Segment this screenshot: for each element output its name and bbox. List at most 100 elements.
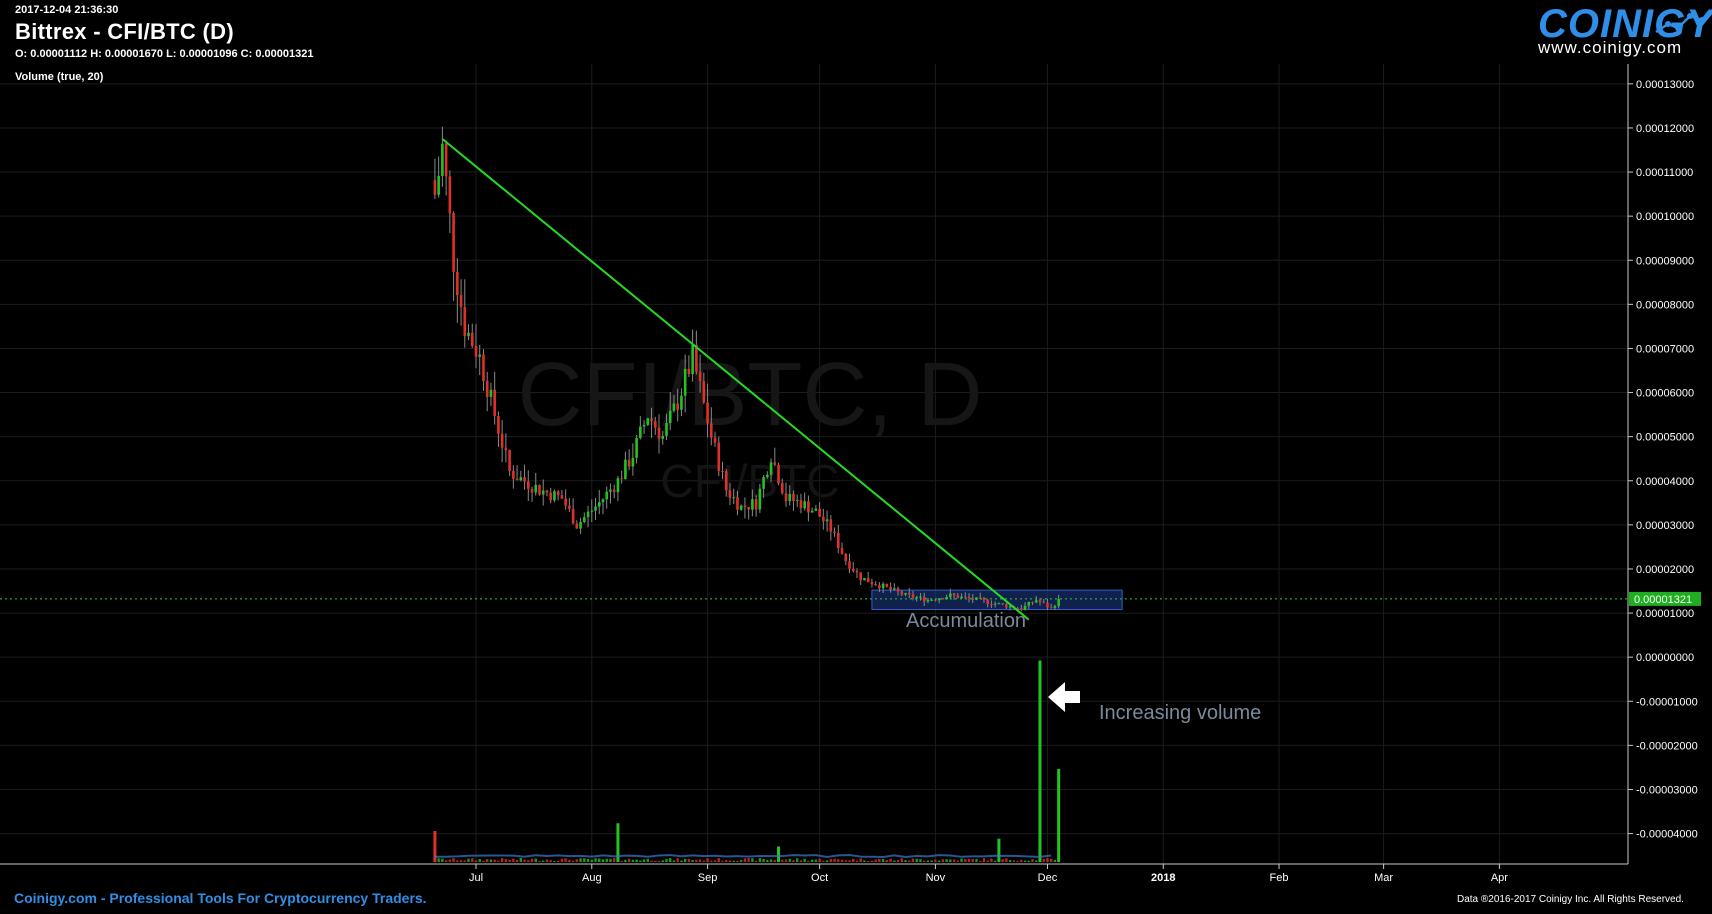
volume-bar [799,860,803,862]
x-tick-label: Jul [469,872,483,884]
volume-bar [657,860,661,862]
footer-copyright: Data ®2016-2017 Coinigy Inc. All Rights … [1457,894,1684,905]
volume-bar [575,859,579,862]
y-tick-label: 0.00008000 [1636,299,1694,311]
candle-body [971,598,975,600]
candle-body [459,295,463,307]
volume-bar [990,858,993,862]
candle-body [441,143,444,176]
volume-bar [456,860,459,862]
volume-bar [739,860,743,862]
footer-tagline[interactable]: Coinigy.com - Professional Tools For Cry… [14,890,427,906]
volume-bar [915,858,918,862]
candle-body [650,418,653,422]
candle-body [631,457,635,467]
volume-bar [728,860,732,862]
volume-bar [814,859,818,862]
volume-bar [926,860,930,862]
candle-body [915,597,919,599]
candle-body [1038,600,1042,602]
candle-body [612,489,616,493]
volume-bar [519,858,523,862]
current-price-label: 0.00001321 [1634,594,1692,606]
volume-bar [1012,860,1016,862]
volume-bar [631,859,635,862]
volume-bar [571,860,575,862]
candle-body [616,478,620,493]
candle-body [896,588,900,592]
volume-bar [900,858,903,862]
candle-body [736,497,739,510]
candle-body [1020,608,1023,610]
volume-bar [683,858,687,862]
y-tick-label: 0.00006000 [1636,388,1694,400]
candle-body [810,510,814,513]
volume-bar [949,859,952,862]
volume-bar [762,858,765,862]
volume-bar [471,858,474,862]
volume-indicator-label[interactable]: Volume (true, 20) [15,71,104,83]
volume-bar [941,859,945,862]
volume-bar [1008,859,1012,862]
volume-bar [792,860,795,862]
candle-body [519,477,523,481]
candle-body [497,415,500,434]
candle-body [515,478,519,481]
volume-bar [642,859,646,862]
candle-body [1046,602,1049,608]
coinigy-logo[interactable]: COINIGY [1538,0,1712,60]
volume-bar [885,860,889,862]
candle-body [952,593,956,596]
candle-body [583,517,586,522]
candle-body [512,471,515,479]
candle-body [863,578,866,581]
volume-bar [956,860,960,862]
candle-body [960,596,963,599]
volume-spike [433,831,437,862]
candle-body [493,389,496,416]
candle-body [642,424,646,427]
candle-body [851,568,855,572]
candle-body [1042,601,1046,603]
candle-body [579,521,582,529]
y-tick-label: 0.00001000 [1636,608,1694,620]
candle-body [508,449,511,472]
candle-body [773,462,777,465]
candle-body [1005,604,1008,608]
volume-bar [945,859,948,862]
candle-body [668,410,672,424]
chart-title: Bittrex - CFI/BTC (D) [15,19,234,44]
candle-body [807,501,810,513]
candle-body [945,597,948,600]
timestamp: 2017-12-04 21:36:30 [15,4,119,16]
volume-bar [620,860,623,862]
volume-bar [781,859,784,862]
volume-bar [807,860,810,862]
candle-body [814,508,818,511]
candle-body [467,332,470,337]
y-tick-label: -0.00002000 [1636,740,1698,752]
volume-bar [825,860,829,862]
y-tick-label: 0.00005000 [1636,432,1694,444]
volume-bar [863,860,866,862]
volume-bar [497,860,500,862]
candle-body [676,403,679,410]
volume-bar [635,859,638,862]
candle-body [1049,607,1053,609]
volume-bar [837,859,840,862]
candle-body [710,423,713,438]
volume-bar [911,858,915,862]
arrow-left-icon [1048,682,1080,712]
candle-body [433,180,437,195]
candle-body [967,596,971,599]
candle-body [586,511,590,518]
candle-body [549,492,552,501]
logo-url[interactable]: www.coinigy.com [1538,38,1683,57]
volume-bar [833,858,836,862]
volume-bar [908,860,911,862]
candle-body [713,437,717,443]
candle-body [1057,598,1060,607]
candle-body [993,603,997,605]
volume-bar [866,860,870,862]
